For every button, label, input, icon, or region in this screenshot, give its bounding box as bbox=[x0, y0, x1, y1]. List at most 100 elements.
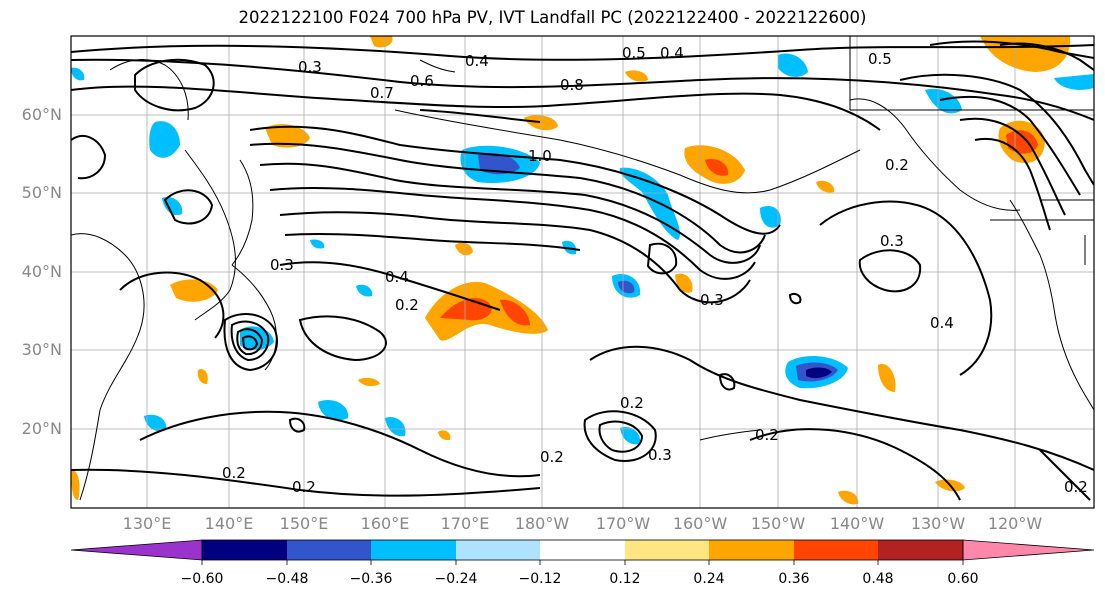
colorbar-tick-label: −0.48 bbox=[265, 571, 309, 587]
longitude-label: 160°E bbox=[360, 514, 410, 533]
positive-anomaly bbox=[625, 70, 648, 82]
contour-line bbox=[241, 335, 259, 351]
contour-line bbox=[119, 271, 225, 339]
contour-line bbox=[279, 211, 751, 304]
positive-anomaly bbox=[358, 377, 380, 387]
negative-anomaly bbox=[806, 367, 832, 379]
contour-line bbox=[819, 200, 993, 376]
map-frame bbox=[70, 35, 1095, 509]
negative-anomaly bbox=[385, 416, 406, 437]
colorbar-frame bbox=[201, 539, 964, 561]
pv-contours bbox=[71, 40, 1094, 501]
colorbar-tick-label: 0.60 bbox=[947, 571, 979, 587]
contour-label: 0.3 bbox=[648, 446, 672, 464]
map-panel: 1.0 0.8 0.7 0.6 0.5 0.5 0.4 0.4 0.4 0.4 … bbox=[70, 35, 1095, 509]
contour-label: 0.3 bbox=[700, 291, 724, 309]
coastline bbox=[699, 429, 761, 441]
positive-anomaly bbox=[705, 159, 729, 176]
colorbar-tick-label: 0.12 bbox=[609, 571, 641, 587]
contour-line bbox=[71, 85, 881, 131]
contour-line bbox=[419, 109, 541, 123]
latitude-label: 30°N bbox=[21, 340, 62, 359]
contour-label: 0.5 bbox=[868, 50, 892, 68]
contour-line bbox=[288, 417, 306, 433]
contour-label: 0.2 bbox=[395, 296, 419, 314]
coastline bbox=[1009, 199, 1094, 411]
contour-line bbox=[279, 261, 501, 311]
contour-line bbox=[1039, 449, 1091, 501]
contour-label: 0.8 bbox=[560, 76, 584, 94]
coastlines bbox=[71, 36, 1094, 501]
contour-line bbox=[939, 95, 1081, 196]
contour-label: 0.2 bbox=[222, 464, 246, 482]
contour-label: 0.2 bbox=[540, 448, 564, 466]
coastline bbox=[71, 233, 145, 501]
contour-line bbox=[974, 137, 1051, 231]
contour-line bbox=[71, 44, 1094, 61]
contour-line bbox=[899, 73, 1094, 186]
colorbar-segment bbox=[794, 540, 878, 560]
contour-label: 0.4 bbox=[385, 268, 409, 286]
coastline bbox=[184, 149, 236, 321]
positive-anomaly bbox=[524, 115, 558, 131]
colorbar-tick-label: −0.60 bbox=[180, 571, 224, 587]
contour-line bbox=[788, 292, 802, 305]
contour-line bbox=[230, 320, 270, 362]
positive-anomaly bbox=[71, 469, 80, 500]
negative-anomaly bbox=[162, 196, 183, 216]
colorbar-extend-right bbox=[962, 539, 1095, 561]
contour-line bbox=[284, 232, 581, 251]
coastline bbox=[394, 109, 861, 194]
negative-anomaly bbox=[619, 167, 681, 240]
longitude-label: 150°W bbox=[750, 514, 806, 533]
positive-anomaly bbox=[197, 368, 208, 384]
contour-label: 0.4 bbox=[465, 52, 489, 70]
contour-label: 0.5 bbox=[622, 44, 646, 62]
longitude-label: 130°E bbox=[122, 514, 172, 533]
contour-line bbox=[139, 410, 541, 478]
contour-label: 0.3 bbox=[298, 58, 322, 76]
colorbar bbox=[70, 539, 1095, 565]
contour-label: 0.2 bbox=[885, 156, 909, 174]
negative-anomaly bbox=[318, 399, 349, 421]
contour-line bbox=[236, 328, 264, 356]
contour-line bbox=[646, 242, 678, 275]
negative-anomaly bbox=[778, 53, 808, 77]
contour-label: 0.3 bbox=[270, 256, 294, 274]
negative-anomaly bbox=[310, 239, 325, 249]
colorbar-segment bbox=[878, 540, 963, 560]
coastline bbox=[109, 59, 189, 121]
longitude-label: 140°E bbox=[204, 514, 254, 533]
colorbar-segment bbox=[287, 540, 371, 560]
contour-label: 0.6 bbox=[410, 72, 434, 90]
positive-anomaly bbox=[370, 36, 393, 48]
contour-line bbox=[134, 58, 215, 112]
coastline bbox=[231, 159, 254, 266]
latitude-label: 60°N bbox=[21, 105, 62, 124]
positive-anomaly bbox=[455, 242, 473, 256]
contour-label: 0.2 bbox=[755, 426, 779, 444]
contour-label: 1.0 bbox=[528, 147, 552, 165]
negative-anomaly bbox=[356, 284, 373, 297]
contour-line bbox=[249, 125, 781, 235]
negative-anomaly bbox=[71, 67, 85, 81]
contour-line bbox=[749, 428, 961, 501]
negative-anomaly bbox=[925, 88, 962, 114]
contour-label: 0.2 bbox=[1064, 478, 1088, 496]
contour-line bbox=[259, 162, 761, 264]
colorbar-tick-label: 0.48 bbox=[862, 571, 894, 587]
contour-label: 0.3 bbox=[880, 232, 904, 250]
colorbar-tick-label: −0.12 bbox=[518, 571, 562, 587]
negative-anomaly bbox=[618, 280, 635, 294]
negative-anomaly bbox=[144, 414, 167, 432]
negative-anomaly bbox=[760, 205, 781, 228]
contour-label: 0.2 bbox=[292, 478, 316, 496]
colorbar-segment bbox=[625, 540, 709, 560]
colorbar-tick-label: −0.36 bbox=[349, 571, 393, 587]
positive-anomaly bbox=[838, 490, 859, 505]
contour-labels: 1.0 0.8 0.7 0.6 0.5 0.5 0.4 0.4 0.4 0.4 … bbox=[222, 44, 1088, 496]
longitude-label: 180°W bbox=[514, 514, 570, 533]
colorbar-tick-label: 0.24 bbox=[693, 571, 725, 587]
latitude-label: 40°N bbox=[21, 262, 62, 281]
contour-label: 0.7 bbox=[370, 84, 394, 102]
